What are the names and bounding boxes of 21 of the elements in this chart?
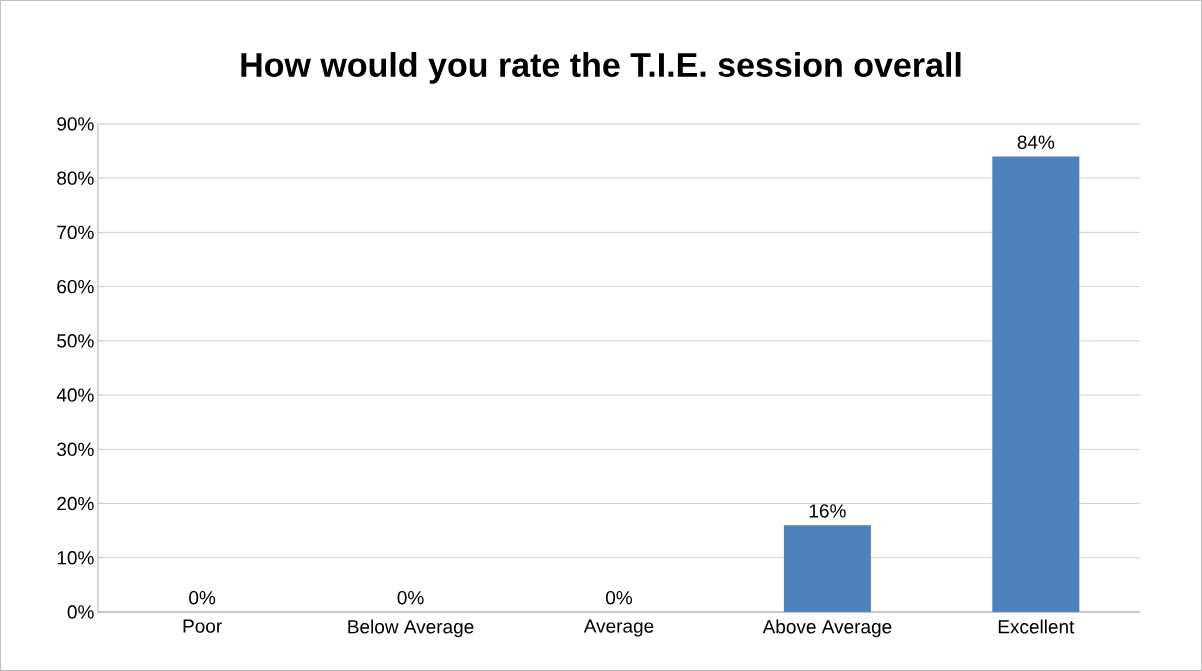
x-tick-label: Poor <box>183 619 222 633</box>
x-tick-label: Below Average <box>348 619 474 638</box>
y-tick-label: 0% <box>67 605 94 619</box>
y-tick-label: 50% <box>57 334 94 348</box>
x-tick-label: Above Average <box>762 619 892 638</box>
data-label: 0% <box>605 591 633 605</box>
y-tick-label: 90% <box>57 117 94 131</box>
data-label: 0% <box>189 591 216 605</box>
data-label: 84% <box>1017 135 1055 149</box>
data-label: 16% <box>809 504 846 518</box>
y-tick-label: 80% <box>57 171 94 185</box>
y-tick-label: 40% <box>56 388 94 402</box>
x-tick-label: Excellent <box>998 619 1075 634</box>
y-tick-label: 60% <box>57 279 94 294</box>
chart-title: How would you rate the T.I.E. session overall <box>241 52 961 84</box>
y-tick-label: 20% <box>57 496 94 511</box>
x-tick-label: Average <box>583 619 654 637</box>
y-tick-label: 10% <box>57 551 94 565</box>
data-label: 0% <box>397 591 424 605</box>
y-tick-label: 70% <box>57 225 94 240</box>
y-tick-label: 30% <box>57 442 94 457</box>
